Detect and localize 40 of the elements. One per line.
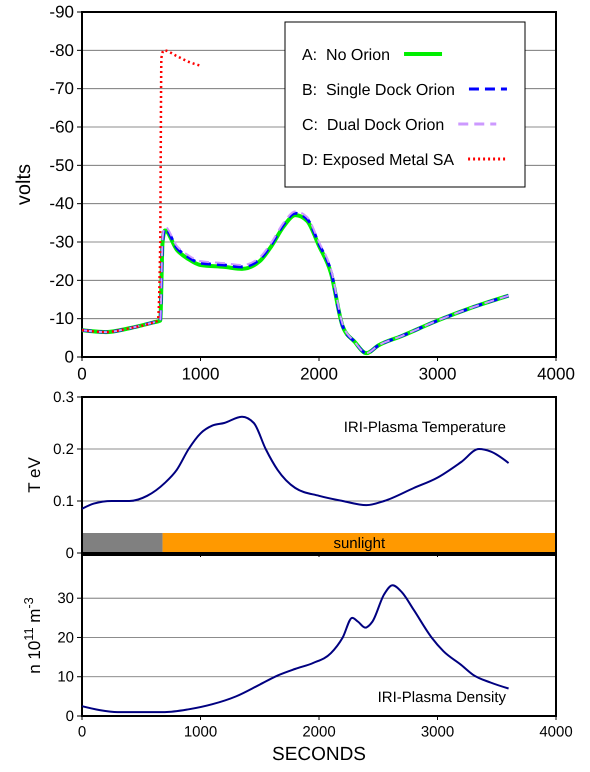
line-series <box>80 49 202 334</box>
legend-label: B: Single Dock Orion <box>302 82 455 99</box>
x-tick-label: 0 <box>78 724 86 740</box>
x-tick-label: 1000 <box>182 364 220 384</box>
y-tick-label: -90 <box>49 2 74 22</box>
y-tick-label: -10 <box>49 309 74 328</box>
y-tick-label: -80 <box>49 40 74 60</box>
x-tick-label: 1000 <box>184 724 218 740</box>
line-series <box>81 416 510 510</box>
y-tick-label: -60 <box>49 117 74 136</box>
x-tick-label: 3000 <box>420 724 454 740</box>
y-tick-label: 0.2 <box>53 440 74 458</box>
y-tick-label: -50 <box>49 156 74 175</box>
annotation: IRI-Plasma Temperature <box>344 419 506 436</box>
y-axis-title: volts <box>13 164 35 206</box>
y-tick-label: 0 <box>66 544 74 562</box>
band-label: sunlight <box>333 535 386 552</box>
legend-label: A: No Orion <box>302 47 390 64</box>
legend-label: D: Exposed Metal SA <box>302 152 454 169</box>
x-axis-title: SECONDS <box>272 744 366 765</box>
y-tick-label: 10 <box>57 668 74 686</box>
y-tick-label: -30 <box>49 232 74 252</box>
annotation: IRI-Plasma Density <box>378 689 506 706</box>
y-tick-label: -20 <box>49 270 74 290</box>
y-tick-label: 0 <box>64 347 74 366</box>
y-tick-label: 0.3 <box>53 388 74 406</box>
x-tick-label: 2000 <box>302 724 336 740</box>
y-tick-label: 30 <box>57 590 74 607</box>
y-tick-label: 0.1 <box>53 492 74 510</box>
y-tick-label: -70 <box>49 79 74 98</box>
x-tick-label: 4000 <box>537 364 575 384</box>
legend-label: C: Dual Dock Orion <box>302 117 444 134</box>
y-axis-title: T eV <box>25 456 44 493</box>
x-tick-label: 3000 <box>418 364 456 384</box>
y-tick-label: -40 <box>49 194 74 214</box>
y-tick-label: 20 <box>57 629 74 646</box>
x-tick-label: 4000 <box>539 724 573 740</box>
line-series <box>81 584 510 714</box>
x-tick-label: 2000 <box>300 364 338 384</box>
y-tick-label: 0 <box>66 708 74 725</box>
